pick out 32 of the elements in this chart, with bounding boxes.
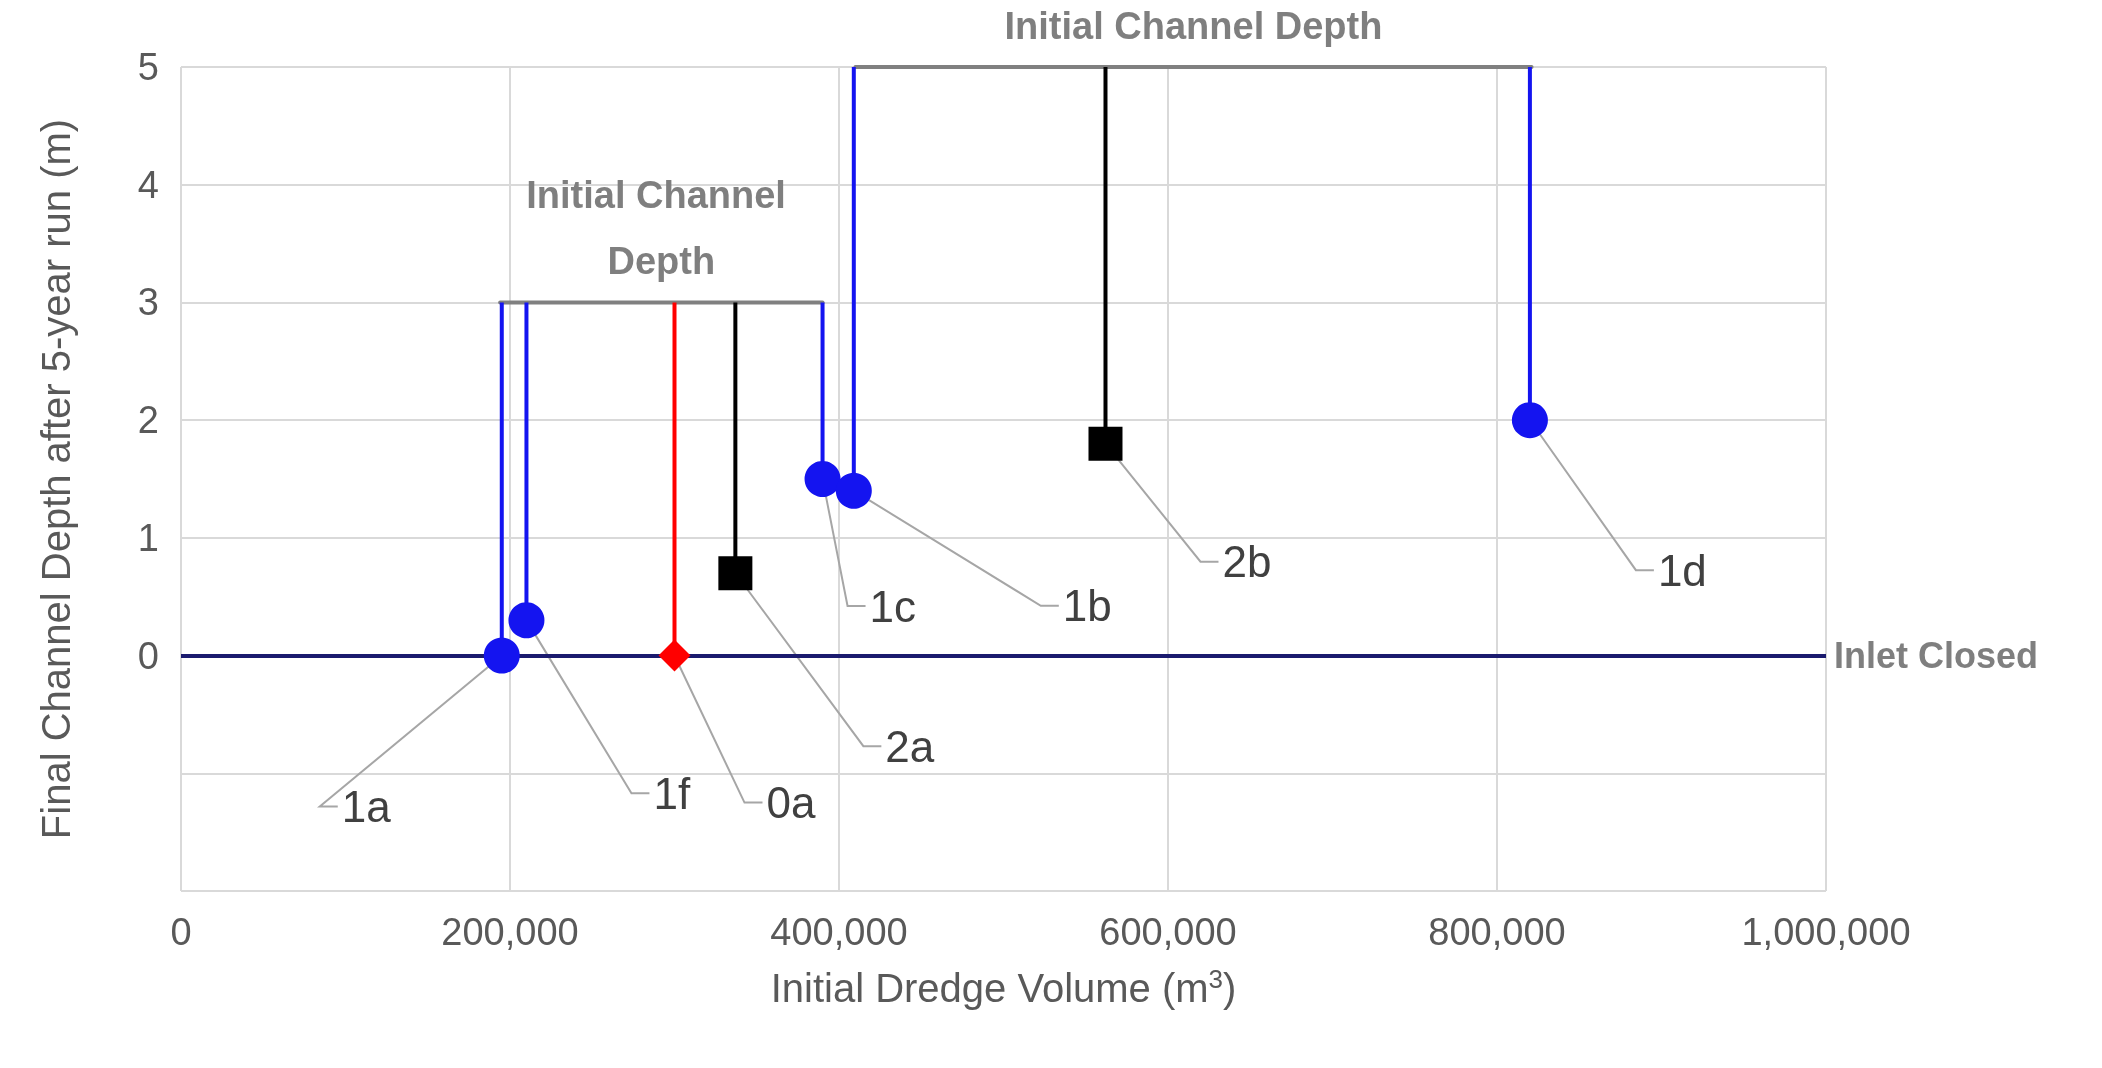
x-tick-label: 400,000: [770, 911, 908, 953]
annotation: Initial Channel Depth: [526, 174, 797, 283]
y-tick-label: 4: [137, 163, 159, 206]
point: [835, 472, 872, 509]
annotation: Initial Channel Depth: [1004, 5, 1383, 47]
annotation: 1b: [1062, 581, 1112, 631]
point: [1088, 426, 1123, 461]
x-tick-label: 600,000: [1099, 911, 1237, 953]
y-tick-label: 0: [137, 634, 159, 677]
annotation: 1c: [869, 581, 917, 631]
y-tick-label: 5: [137, 46, 159, 88]
y-axis-title: Final Channel Depth after 5-year run (m): [34, 118, 78, 840]
annotation: 2b: [1222, 537, 1272, 587]
point: [483, 637, 520, 674]
x-tick-label: 800,000: [1428, 911, 1566, 953]
point: [718, 556, 753, 591]
annotation: 2a: [885, 721, 935, 771]
annotation: 1a: [341, 782, 392, 832]
point: [658, 639, 691, 672]
y-tick-label: 1: [137, 516, 159, 559]
x-tick-label: 200,000: [441, 911, 579, 953]
y-tick-label: 2: [137, 399, 159, 442]
x-tick-label: 0: [170, 911, 192, 953]
point: [1511, 402, 1548, 439]
annotation: 1f: [653, 768, 691, 818]
annotation: 1d: [1657, 545, 1707, 595]
y-tick-label: 3: [137, 281, 159, 324]
ref-line-label: Inlet Closed: [1834, 635, 2039, 677]
x-tick-label: 1,000,000: [1741, 911, 1911, 953]
point: [508, 602, 545, 639]
annotation: 0a: [766, 778, 816, 828]
point: [804, 461, 841, 497]
